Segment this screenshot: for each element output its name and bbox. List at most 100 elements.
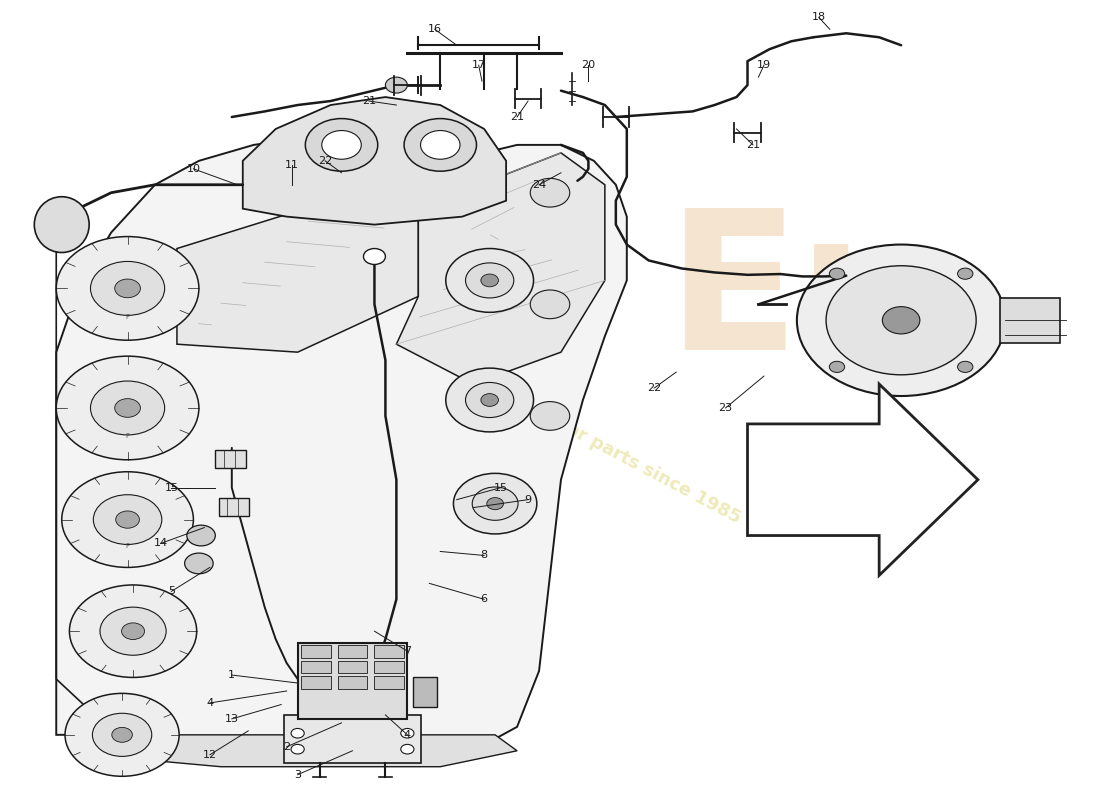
Circle shape: [56, 237, 199, 340]
Circle shape: [92, 714, 152, 756]
Circle shape: [487, 498, 504, 510]
Text: 6: 6: [481, 594, 487, 604]
Text: 11: 11: [285, 160, 299, 170]
Polygon shape: [56, 137, 627, 758]
Text: 8: 8: [481, 550, 487, 561]
Circle shape: [90, 381, 165, 435]
Text: 4: 4: [207, 698, 213, 708]
Bar: [374, 646, 404, 658]
Circle shape: [292, 729, 305, 738]
Text: 7: 7: [404, 646, 411, 656]
Circle shape: [958, 268, 972, 279]
Text: 20: 20: [581, 60, 595, 70]
Circle shape: [530, 178, 570, 207]
Circle shape: [56, 356, 199, 460]
Text: 22: 22: [647, 383, 661, 393]
Text: 1: 1: [229, 670, 235, 680]
Circle shape: [292, 744, 305, 754]
Circle shape: [465, 382, 514, 418]
Bar: [285, 715, 420, 762]
Text: 2: 2: [283, 742, 290, 752]
Text: 15: 15: [494, 482, 507, 493]
Text: 23: 23: [718, 403, 733, 413]
Text: 21: 21: [746, 140, 760, 150]
Polygon shape: [177, 201, 418, 352]
Polygon shape: [396, 153, 605, 384]
Circle shape: [796, 245, 1005, 396]
Text: a passion for parts since 1985: a passion for parts since 1985: [466, 368, 744, 527]
Circle shape: [404, 118, 476, 171]
Bar: [338, 646, 367, 658]
Text: 15: 15: [165, 482, 178, 493]
Bar: [338, 661, 367, 674]
Text: 24: 24: [532, 180, 547, 190]
Text: 3: 3: [294, 770, 301, 780]
Polygon shape: [133, 735, 517, 766]
Bar: [216, 450, 246, 468]
Circle shape: [958, 362, 972, 373]
Bar: [298, 643, 407, 719]
Ellipse shape: [34, 197, 89, 253]
Text: 18: 18: [812, 12, 826, 22]
Circle shape: [65, 694, 179, 776]
Bar: [374, 661, 404, 674]
Text: 21: 21: [362, 96, 376, 106]
Circle shape: [530, 290, 570, 318]
Circle shape: [94, 494, 162, 545]
Text: 16: 16: [428, 24, 442, 34]
Text: 10: 10: [186, 164, 200, 174]
Circle shape: [69, 585, 197, 678]
Circle shape: [185, 553, 213, 574]
Text: 19: 19: [757, 60, 771, 70]
Circle shape: [112, 727, 132, 742]
Circle shape: [385, 77, 407, 93]
Text: F: F: [125, 314, 130, 320]
Bar: [374, 676, 404, 689]
Circle shape: [446, 368, 534, 432]
Circle shape: [400, 729, 414, 738]
Text: 5: 5: [168, 586, 175, 596]
Polygon shape: [243, 97, 506, 225]
Circle shape: [187, 525, 216, 546]
Bar: [1000, 298, 1060, 342]
Polygon shape: [748, 384, 978, 575]
Circle shape: [446, 249, 534, 312]
Circle shape: [481, 394, 498, 406]
Bar: [301, 661, 331, 674]
Text: 9: 9: [525, 494, 531, 505]
Text: 13: 13: [224, 714, 239, 724]
Text: 17: 17: [472, 60, 486, 70]
Circle shape: [826, 266, 976, 375]
Circle shape: [472, 487, 518, 520]
Bar: [219, 498, 250, 515]
Bar: [338, 676, 367, 689]
Circle shape: [322, 130, 361, 159]
Circle shape: [116, 511, 140, 528]
Circle shape: [829, 268, 845, 279]
Text: F: F: [125, 543, 130, 549]
Circle shape: [829, 362, 845, 373]
Bar: [412, 677, 437, 707]
Circle shape: [114, 398, 141, 418]
Circle shape: [400, 744, 414, 754]
Circle shape: [122, 623, 144, 639]
Text: 21: 21: [510, 112, 524, 122]
Circle shape: [882, 306, 920, 334]
Bar: [301, 646, 331, 658]
Circle shape: [62, 472, 194, 567]
Bar: [301, 676, 331, 689]
Text: 22: 22: [318, 156, 332, 166]
Text: 4: 4: [404, 730, 411, 740]
Circle shape: [465, 263, 514, 298]
Circle shape: [90, 262, 165, 315]
Circle shape: [306, 118, 377, 171]
Text: Eu: Eu: [667, 202, 938, 390]
Text: 14: 14: [153, 538, 167, 549]
Text: 12: 12: [202, 750, 217, 760]
Circle shape: [530, 402, 570, 430]
Circle shape: [100, 607, 166, 655]
Circle shape: [453, 474, 537, 534]
Circle shape: [481, 274, 498, 286]
Text: F: F: [125, 434, 130, 439]
Circle shape: [114, 279, 141, 298]
